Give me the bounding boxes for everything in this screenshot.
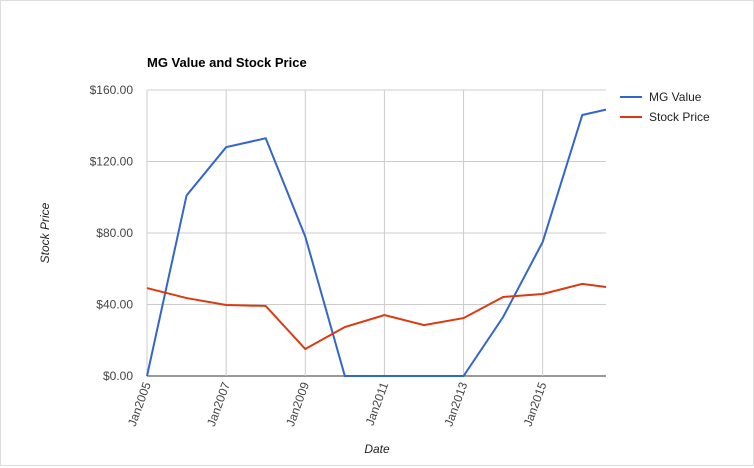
y-tick-label: $120.00	[90, 155, 134, 169]
y-tick-label: $0.00	[103, 369, 133, 383]
chart-title: MG Value and Stock Price	[147, 55, 307, 70]
y-tick-label: $160.00	[90, 83, 134, 97]
legend-label: MG Value	[649, 90, 702, 104]
y-tick-label: $80.00	[96, 226, 133, 240]
y-tick-label: $40.00	[96, 298, 133, 312]
line	[146, 108, 607, 377]
legend-label: Stock Price	[649, 110, 710, 124]
x-axis-title: Date	[364, 442, 390, 456]
y-axis-title: Stock Price	[38, 202, 52, 263]
line	[146, 282, 607, 351]
